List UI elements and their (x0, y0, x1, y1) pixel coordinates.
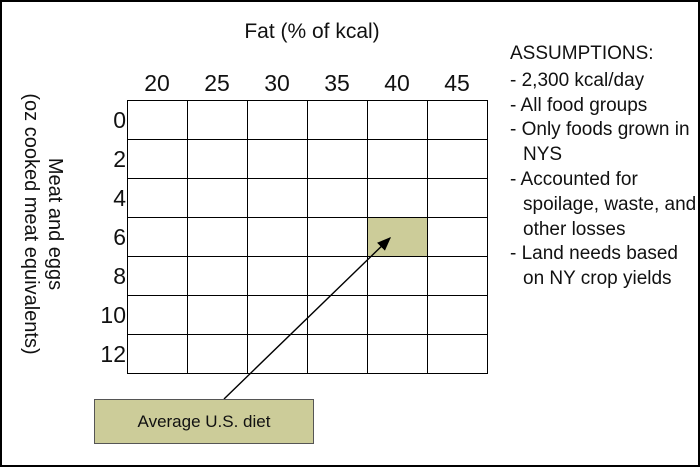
grid-cell-meat-2-fat-25 (188, 140, 248, 179)
column-label-45: 45 (444, 70, 470, 96)
grid-cell-meat-10-fat-20 (128, 296, 188, 335)
grid-cell-meat-2-fat-45 (428, 140, 488, 179)
callout-arrow-line (223, 237, 392, 400)
grid-cell-meat-10-fat-45 (428, 296, 488, 335)
row-label-6: 6 (113, 224, 126, 250)
row-label-0: 0 (113, 107, 126, 133)
assumption-item: - Land needs based on NY crop yields (510, 243, 678, 290)
grid-cell-meat-4-fat-20 (128, 179, 188, 218)
column-label-20: 20 (144, 70, 170, 96)
grid-cell-meat-0-fat-40 (368, 101, 428, 140)
grid-cell-meat-2-fat-30 (248, 140, 308, 179)
average-us-diet-callout: Average U.S. diet (94, 399, 314, 444)
assumptions-list: - 2,300 kcal/day - All food groups - Onl… (510, 69, 698, 292)
grid-cell-meat-0-fat-35 (308, 101, 368, 140)
grid-cell-meat-8-fat-30 (248, 257, 308, 296)
grid-cell-meat-6-fat-35 (308, 218, 368, 257)
grid-cell-meat-12-fat-20 (128, 335, 188, 374)
grid-cell-meat-8-fat-20 (128, 257, 188, 296)
row-label-8: 8 (113, 263, 126, 289)
grid-cell-meat-2-fat-40 (368, 140, 428, 179)
assumptions-heading: ASSUMPTIONS: (510, 43, 654, 64)
grid-cell-meat-8-fat-25 (188, 257, 248, 296)
grid-cell-meat-6-fat-20 (128, 218, 188, 257)
grid-cell-meat-12-fat-40 (368, 335, 428, 374)
row-label-4: 4 (113, 185, 126, 211)
column-label-35: 35 (324, 70, 350, 96)
grid-cell-meat-8-fat-35 (308, 257, 368, 296)
assumption-item: - 2,300 kcal/day (510, 69, 645, 91)
x-axis-title: Fat (% of kcal) (244, 20, 380, 43)
grid-cell-meat-4-fat-30 (248, 179, 308, 218)
diet-grid (127, 100, 488, 374)
grid-cell-meat-8-fat-45 (428, 257, 488, 296)
grid-cell-meat-10-fat-25 (188, 296, 248, 335)
grid-cell-meat-10-fat-30 (248, 296, 308, 335)
grid-cell-meat-8-fat-40 (368, 257, 428, 296)
assumption-item: - All food groups (510, 94, 648, 116)
grid-cell-meat-0-fat-25 (188, 101, 248, 140)
grid-cell-meat-4-fat-25 (188, 179, 248, 218)
grid-cell-meat-4-fat-45 (428, 179, 488, 218)
grid-cell-meat-0-fat-30 (248, 101, 308, 140)
grid-cell-meat-4-fat-40 (368, 179, 428, 218)
column-label-30: 30 (264, 70, 290, 96)
grid-cell-meat-12-fat-45 (428, 335, 488, 374)
column-label-25: 25 (204, 70, 230, 96)
grid-cell-meat-0-fat-20 (128, 101, 188, 140)
grid-cell-meat-12-fat-30 (248, 335, 308, 374)
grid-cell-meat-10-fat-40 (368, 296, 428, 335)
grid-cell-meat-4-fat-35 (308, 179, 368, 218)
column-label-40: 40 (384, 70, 410, 96)
grid-cell-meat-6-fat-45 (428, 218, 488, 257)
row-label-12: 12 (100, 341, 126, 367)
assumption-item: - Only foods grown in NYS (510, 119, 690, 166)
grid-cell-meat-6-fat-25 (188, 218, 248, 257)
grid-cell-meat-2-fat-35 (308, 140, 368, 179)
grid-cell-meat-10-fat-35 (308, 296, 368, 335)
row-label-10: 10 (100, 302, 126, 328)
grid-cell-meat-6-fat-30 (248, 218, 308, 257)
grid-cell-meat-12-fat-35 (308, 335, 368, 374)
grid-cell-meat-2-fat-20 (128, 140, 188, 179)
grid-cell-meat-12-fat-25 (188, 335, 248, 374)
assumptions-panel: ASSUMPTIONS: - 2,300 kcal/day - All food… (510, 42, 698, 292)
row-label-2: 2 (113, 146, 126, 172)
grid-cell-meat-0-fat-45 (428, 101, 488, 140)
callout-label: Average U.S. diet (137, 411, 271, 431)
assumption-item: - Accounted for spoilage, waste, and oth… (510, 168, 697, 240)
